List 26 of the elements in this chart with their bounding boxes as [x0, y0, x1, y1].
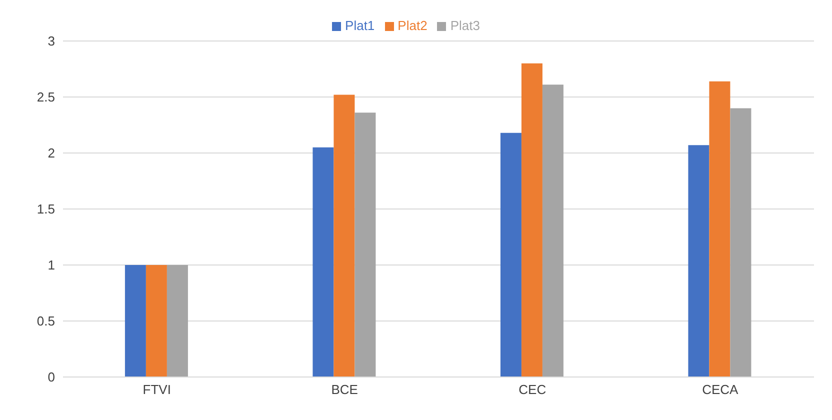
bar: [709, 81, 730, 377]
legend-label: Plat1: [345, 18, 375, 33]
bar: [688, 145, 710, 377]
bar: [521, 63, 542, 377]
y-tick-label: 3: [48, 34, 55, 49]
x-tick-label: BCE: [331, 382, 358, 398]
bar: [500, 132, 522, 377]
legend-label: Plat2: [398, 18, 428, 33]
y-tick-label: 2: [48, 146, 55, 161]
x-tick-label: FTVI: [142, 382, 171, 398]
bar: [166, 265, 188, 377]
legend-label: Plat3: [450, 18, 480, 33]
bar: [124, 265, 146, 377]
bar: [334, 94, 355, 377]
bar: [542, 84, 564, 377]
y-tick-label: 1.5: [36, 202, 55, 217]
bar: [312, 147, 334, 377]
y-tick-label: 0.5: [36, 314, 55, 329]
y-tick-label: 1: [48, 258, 55, 273]
x-tick-label: CECA: [702, 382, 739, 398]
x-tick-label: CEC: [518, 382, 546, 398]
bar: [730, 108, 752, 377]
y-tick-label: 0: [48, 370, 55, 385]
y-tick-label: 2.5: [36, 90, 55, 105]
bar: [146, 265, 167, 377]
bar: [354, 112, 376, 377]
